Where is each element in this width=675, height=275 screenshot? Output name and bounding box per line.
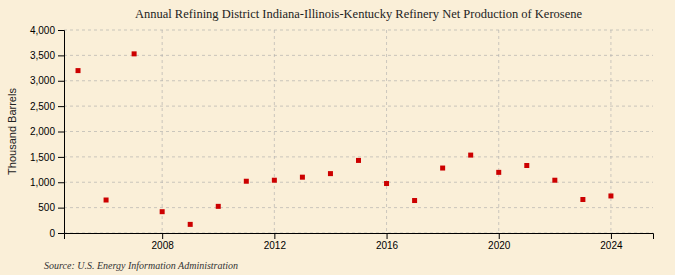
y-tick-mark (58, 208, 64, 209)
y-tick-label: 1,000 (30, 177, 55, 188)
y-grid-line (64, 207, 653, 208)
point (272, 178, 277, 183)
y-tick-label: 3,000 (30, 75, 55, 86)
point (300, 175, 305, 180)
y-tick-mark (58, 106, 64, 107)
y-tick: 1,500 (30, 152, 64, 163)
point (104, 198, 109, 203)
y-tick-label: 2,500 (30, 101, 55, 112)
x-tick-mark (162, 233, 163, 239)
y-grid-line (64, 80, 653, 81)
y-tick: 2,000 (30, 126, 64, 137)
grid (64, 30, 653, 233)
y-grid-line (64, 156, 653, 157)
y-axis-title: Thousand Barrels (6, 88, 18, 175)
point (244, 179, 249, 184)
x-grid-line (162, 30, 163, 233)
y-tick-mark (58, 81, 64, 82)
y-tick-mark (58, 30, 64, 31)
y-tick-label: 4,000 (30, 25, 55, 36)
point (524, 163, 529, 168)
y-tick-label: 3,500 (30, 50, 55, 61)
y-grid-line (64, 131, 653, 132)
y-tick: 3,000 (30, 75, 64, 86)
x-tick-label: 2016 (376, 240, 399, 251)
point (216, 204, 221, 209)
source-note: Source: U.S. Energy Information Administ… (44, 260, 238, 271)
y-tick-label: 1,500 (30, 152, 55, 163)
point (468, 153, 473, 158)
y-grid-line (64, 106, 653, 107)
point (76, 68, 81, 73)
point (440, 166, 445, 171)
y-grid-line (64, 55, 653, 56)
x-tick: 2008 (152, 233, 175, 251)
x-grid-line (610, 30, 611, 233)
x-grid-line (274, 30, 275, 233)
y-tick: 4,000 (30, 25, 64, 36)
x-tick-label: 2012 (264, 240, 287, 251)
y-tick: 1,000 (30, 177, 64, 188)
plot: 2008 2012 2016 2020 2024 0 500 1,000 1,500 2,000 2… (30, 25, 654, 251)
point (552, 178, 557, 183)
x-grid-line (386, 30, 387, 233)
y-tick-label: 500 (38, 202, 55, 213)
y-axis-line (58, 31, 65, 234)
y-grid-line (64, 30, 653, 31)
point (328, 171, 333, 176)
x-tick-label: 2024 (600, 240, 623, 251)
point (160, 209, 165, 214)
x-tick-label: 2008 (152, 240, 175, 251)
x-tick-mark (499, 233, 500, 239)
x-axis: 2008 2012 2016 2020 2024 (65, 233, 654, 251)
y-grid-line (64, 182, 653, 183)
point (496, 170, 501, 175)
y-tick-mark (58, 182, 64, 183)
x-tick-mark (274, 233, 275, 239)
y-tick-label: 0 (49, 228, 55, 239)
y-axis: 0 500 1,000 1,500 2,000 2,500 3,000 3,500 4,000 (30, 25, 65, 239)
point (580, 197, 585, 202)
x-grid-line (498, 30, 499, 233)
points (76, 51, 614, 227)
y-tick: 0 (49, 228, 64, 239)
y-tick-mark (58, 233, 64, 234)
y-tick-mark (58, 132, 64, 133)
x-tick: 2012 (264, 233, 287, 251)
point (132, 51, 137, 56)
x-tick-mark (611, 233, 612, 239)
point (188, 222, 193, 227)
chart: 2008 2012 2016 2020 2024 0 500 1,000 1,500 2,000 2… (0, 0, 675, 275)
point (412, 198, 417, 203)
y-tick: 2,500 (30, 101, 64, 112)
x-tick: 2024 (600, 233, 623, 251)
y-tick: 500 (38, 202, 64, 213)
y-tick-mark (58, 55, 64, 56)
title: Annual Refining District Indiana-Illinoi… (135, 7, 583, 21)
x-axis-line (65, 234, 654, 240)
x-tick: 2020 (488, 233, 511, 251)
point (356, 158, 361, 163)
x-tick: 2016 (376, 233, 399, 251)
x-tick-mark (387, 233, 388, 239)
y-tick-mark (58, 157, 64, 158)
y-tick: 3,500 (30, 50, 64, 61)
point (384, 181, 389, 186)
y-tick-label: 2,000 (30, 126, 55, 137)
x-tick-label: 2020 (488, 240, 511, 251)
point (608, 193, 613, 198)
